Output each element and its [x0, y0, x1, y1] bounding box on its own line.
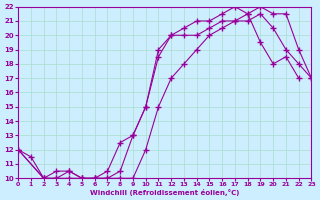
X-axis label: Windchill (Refroidissement éolien,°C): Windchill (Refroidissement éolien,°C) [90, 189, 240, 196]
